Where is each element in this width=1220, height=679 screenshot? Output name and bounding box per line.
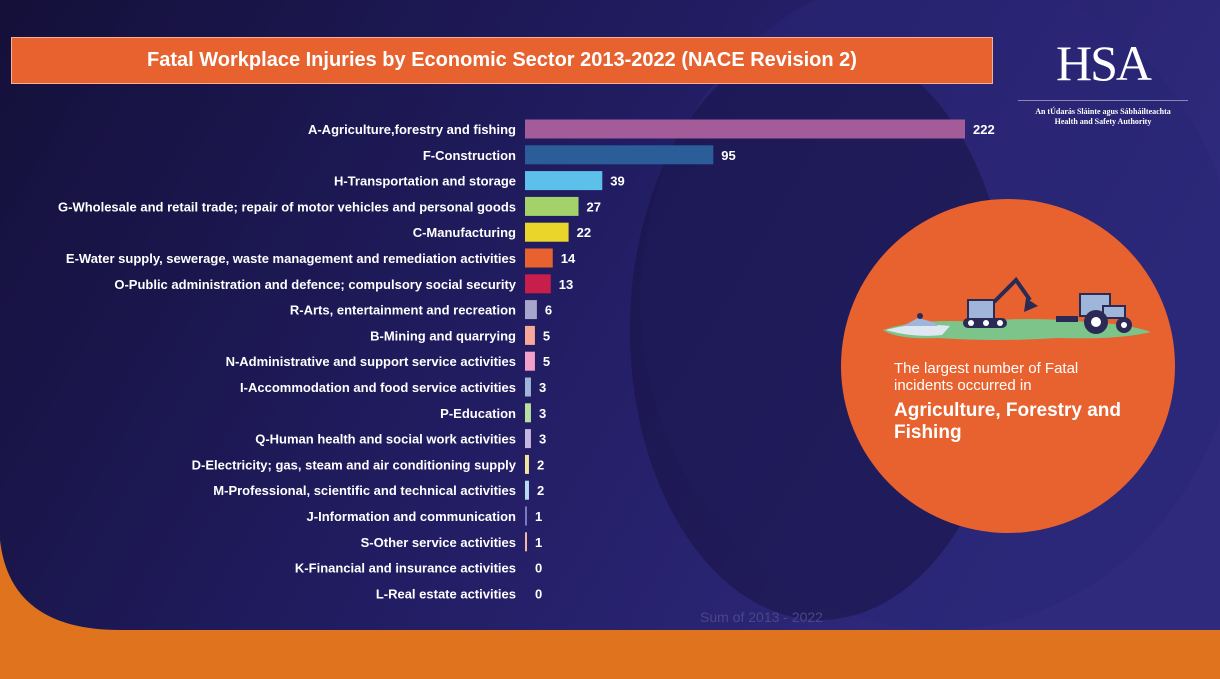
callout-highlight: Agriculture, Forestry and Fishing	[894, 400, 1121, 443]
value-label: 3	[539, 380, 546, 395]
bar	[525, 300, 537, 320]
category-label: E-Water supply, sewerage, waste manageme…	[66, 251, 516, 266]
bar	[525, 532, 527, 552]
callout-intro: The largest number of Fatal incidents oc…	[894, 360, 1079, 394]
bar	[525, 325, 535, 345]
category-label: Q-Human health and social work activitie…	[255, 432, 516, 447]
value-label: 0	[535, 561, 542, 576]
category-label: P-Education	[440, 406, 516, 421]
logo-subtitle-irish: An tÚdarás Sláinte agus Sábháilteachta	[1035, 107, 1171, 116]
value-label: 2	[537, 483, 544, 498]
category-label: B-Mining and quarrying	[370, 328, 516, 343]
value-label: 0	[535, 586, 542, 601]
bars-group: A-Agriculture,forestry and fishing 222F-C…	[58, 119, 995, 601]
title-bar: Fatal Workplace Injuries by Economic Sec…	[11, 37, 993, 84]
value-label: 27	[587, 199, 601, 214]
bar	[525, 429, 531, 449]
value-label: 5	[543, 328, 550, 343]
bar	[525, 377, 531, 397]
tractor-icon	[1056, 293, 1132, 334]
bar	[525, 196, 579, 216]
value-label: 1	[535, 509, 542, 524]
callout-circle	[841, 199, 1175, 533]
bar	[525, 145, 714, 165]
bar	[525, 506, 527, 526]
value-label: 2	[537, 457, 544, 472]
category-label: A-Agriculture,forestry and fishing	[308, 122, 516, 137]
value-label: 22	[577, 225, 591, 240]
category-label: L-Real estate activities	[376, 586, 516, 601]
category-label: J-Information and communication	[307, 509, 517, 524]
value-label: 222	[973, 122, 995, 137]
category-label: D-Electricity; gas, steam and air condit…	[192, 457, 517, 472]
bar	[525, 274, 551, 294]
value-label: 39	[610, 174, 624, 189]
value-label: 95	[721, 148, 735, 163]
value-label: 3	[539, 406, 546, 421]
grass-ground	[883, 319, 1151, 340]
category-label: I-Accommodation and food service activit…	[240, 380, 516, 395]
category-label: S-Other service activities	[361, 535, 516, 550]
category-label: F-Construction	[423, 148, 516, 163]
category-label: M-Professional, scientific and technical…	[213, 483, 516, 498]
bar	[525, 119, 965, 139]
category-label: H-Transportation and storage	[334, 174, 516, 189]
value-label: 5	[543, 354, 550, 369]
value-label: 3	[539, 432, 546, 447]
bar	[525, 480, 529, 500]
bar	[525, 248, 553, 268]
value-label: 14	[561, 251, 576, 266]
hsa-logo: HSA An tÚdarás Sláinte agus Sábháilteach…	[1018, 38, 1188, 127]
bar	[525, 351, 535, 371]
sector-illustration	[883, 276, 1151, 340]
callout: The largest number of Fatal incidents oc…	[894, 360, 1144, 444]
value-label: 6	[545, 303, 552, 318]
x-axis-label: Sum of 2013 - 2022	[700, 609, 823, 625]
chart-title: Fatal Workplace Injuries by Economic Sec…	[147, 49, 857, 71]
category-label: N-Administrative and support service act…	[226, 354, 516, 369]
category-label: C-Manufacturing	[413, 225, 516, 240]
excavator-icon	[963, 276, 1038, 328]
boat-icon	[886, 313, 950, 336]
bar	[525, 222, 569, 242]
bar	[525, 454, 529, 474]
category-label: R-Arts, entertainment and recreation	[290, 303, 516, 318]
category-label: O-Public administration and defence; com…	[114, 277, 516, 292]
category-label: K-Financial and insurance activities	[295, 561, 516, 576]
logo-divider	[1018, 100, 1188, 101]
bar	[525, 403, 531, 423]
bar	[525, 171, 603, 191]
value-label: 1	[535, 535, 542, 550]
logo-subtitle-english: Health and Safety Authority	[1054, 117, 1152, 126]
logo-wordmark: HSA	[1055, 35, 1152, 91]
value-label: 13	[559, 277, 573, 292]
category-label: G-Wholesale and retail trade; repair of …	[58, 199, 516, 214]
